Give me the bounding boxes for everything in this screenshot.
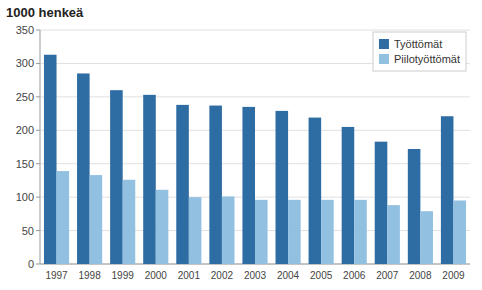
bar	[77, 73, 90, 264]
tick-label: 1999	[112, 270, 135, 281]
tick-mark	[36, 264, 40, 265]
legend-label: Työttömät	[394, 38, 442, 50]
bar	[453, 200, 466, 264]
bar	[176, 105, 189, 264]
tick-mark	[36, 30, 40, 31]
axis-line	[40, 30, 41, 264]
legend: Työttömät Piilotyöttömät	[373, 32, 466, 71]
bar	[57, 171, 70, 264]
tick-label: 300	[16, 57, 34, 69]
tick-label: 2005	[310, 270, 333, 281]
legend-swatch	[379, 39, 389, 49]
tick-label: 2008	[409, 270, 432, 281]
chart: 1000 henkeä 0 50 100 150 200 250 300 350 1997 1998…	[0, 0, 482, 290]
tick-mark	[36, 230, 40, 231]
tick-label: 1997	[45, 270, 68, 281]
title: 1000 henkeä	[6, 5, 84, 20]
bar	[420, 211, 433, 264]
tick-label: 2003	[244, 270, 267, 281]
bar	[156, 190, 169, 264]
bar	[387, 205, 400, 264]
tick-mark	[36, 163, 40, 164]
bar	[309, 118, 322, 264]
bar	[242, 107, 255, 264]
tick-label: 200	[16, 124, 34, 136]
bar	[375, 142, 388, 264]
legend-label: Piilotyöttömät	[394, 53, 460, 65]
tick-label: 2002	[211, 270, 234, 281]
tick-mark	[36, 63, 40, 64]
tick-label: 2006	[343, 270, 366, 281]
bar	[276, 111, 289, 264]
tick-label: 50	[22, 225, 34, 237]
bar	[342, 127, 355, 264]
bar	[123, 180, 136, 264]
bar	[209, 106, 222, 264]
legend-box	[373, 32, 466, 71]
bar	[110, 90, 123, 264]
bar	[441, 116, 454, 264]
tick-label: 1998	[78, 270, 101, 281]
tick-label: 2000	[145, 270, 168, 281]
bar	[222, 196, 235, 264]
tick-label: 350	[16, 24, 34, 36]
bar	[143, 95, 156, 264]
grid-line	[40, 30, 470, 31]
bar	[90, 175, 103, 264]
tick-label: 2007	[376, 270, 399, 281]
bar	[255, 200, 268, 264]
tick-mark	[36, 96, 40, 97]
tick-label: 2004	[277, 270, 300, 281]
grid-line	[40, 96, 470, 97]
bar	[321, 200, 334, 264]
tick-label: 2009	[442, 270, 465, 281]
tick-label: 2001	[178, 270, 201, 281]
bars	[44, 55, 466, 264]
tick-mark	[36, 197, 40, 198]
bar	[408, 149, 421, 264]
bar	[189, 197, 202, 264]
tick-label: 250	[16, 91, 34, 103]
tick-label: 150	[16, 158, 34, 170]
bar	[288, 200, 301, 264]
bar	[44, 55, 57, 264]
x-axis: 1997 1998 1999 2000 2001 2002 2003 2004 2005 2006…	[45, 270, 465, 281]
y-axis: 0 50 100 150 200 250 300 350	[16, 24, 470, 270]
tick-label: 100	[16, 191, 34, 203]
tick-mark	[36, 130, 40, 131]
legend-swatch	[379, 54, 389, 64]
bar	[354, 200, 367, 264]
tick-label: 0	[28, 258, 34, 270]
